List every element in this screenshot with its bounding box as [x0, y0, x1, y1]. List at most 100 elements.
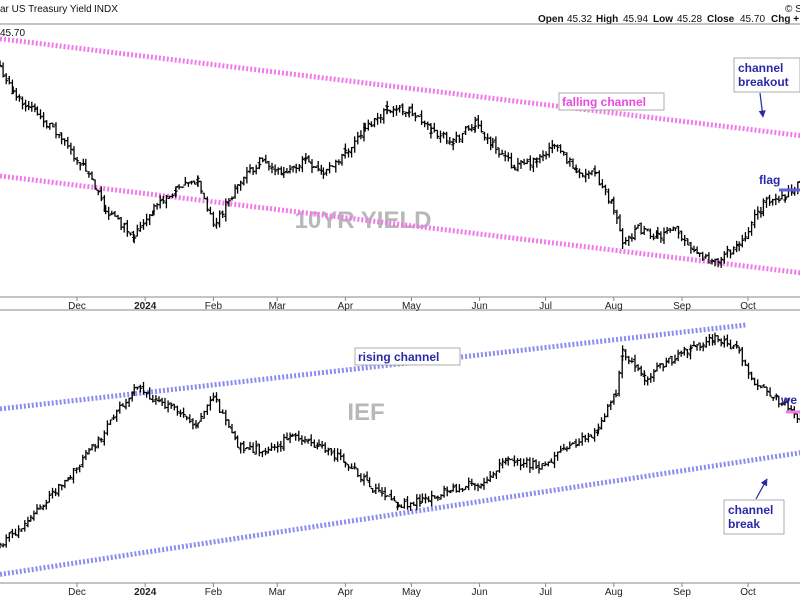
bot-ohlc-bar [414, 494, 419, 511]
bottom-ohlc-bars [0, 332, 800, 549]
top-trendline-0 [0, 36, 800, 139]
symbol-title: ar US Treasury Yield [0, 4, 92, 15]
bot-ohlc-bar [211, 392, 216, 402]
top-ohlc-bar [719, 256, 724, 268]
top-ohlc-bar [205, 196, 210, 212]
top-ohlc-bar [186, 182, 191, 187]
bot-ohlc-bar [491, 471, 496, 478]
bot-ohlc-bar [417, 494, 422, 507]
bot-ohlc-bar [506, 456, 511, 466]
falling-channel-label-box [558, 92, 665, 111]
top-ohlc-bar [564, 152, 569, 164]
top-ohlc-bar [358, 130, 363, 140]
bot-x-tick-label: Feb [205, 587, 223, 598]
top-ohlc-bar [128, 232, 133, 236]
bot-ohlc-bar [99, 437, 104, 443]
channel-break-label-line1: channel [728, 503, 773, 517]
top-ohlc-bar [90, 171, 94, 180]
bot-ohlc-bar [774, 393, 779, 401]
bot-ohlc-bar [13, 528, 18, 536]
top-ohlc-bar [366, 119, 371, 131]
open-value: 45.32 [567, 14, 592, 25]
top-ohlc-bar [419, 110, 424, 125]
top-ohlc-bar [233, 184, 238, 199]
top-ohlc-bar [17, 94, 22, 102]
bot-ohlc-bar [235, 435, 240, 448]
watermark-ief: IEF [347, 399, 384, 426]
top-ohlc-bar [586, 170, 591, 179]
high-value: 45.94 [623, 14, 648, 25]
top-ohlc-bar [336, 159, 341, 166]
bot-ohlc-bar [570, 442, 575, 445]
bot-x-tick-label: Jul [539, 587, 552, 598]
bot-ohlc-bar [691, 340, 696, 347]
top-ohlc-bar [589, 170, 594, 176]
top-ohlc-bar [372, 118, 377, 128]
bot-ohlc-bar [343, 461, 348, 468]
bot-ohlc-bar [476, 483, 480, 492]
top-ohlc-bar [109, 210, 114, 216]
bot-ohlc-bar [87, 448, 91, 455]
bot-ohlc-bar [395, 501, 400, 511]
bot-ohlc-bar [669, 355, 674, 366]
break-arrow [755, 478, 768, 500]
top-ohlc-bar [400, 103, 405, 116]
top-ohlc-bar [189, 180, 194, 185]
bot-ohlc-bar [765, 386, 769, 396]
top-ohlc-bar [490, 137, 495, 149]
top-ohlc-bar [692, 245, 696, 253]
bot-ohlc-bar [737, 346, 742, 354]
bot-ohlc-bar [293, 432, 298, 441]
bot-ohlc-bar [263, 447, 268, 456]
top-ohlc-bar [303, 153, 308, 162]
top-ohlc-bar [618, 214, 622, 232]
high-label: High [596, 14, 618, 25]
top-x-tick-label: May [402, 301, 421, 312]
top-ohlc-bar [388, 109, 393, 114]
top-ohlc-bar [300, 156, 305, 173]
top-ohlc-bar [722, 251, 727, 264]
top-ohlc-bar [454, 131, 459, 143]
top-ohlc-bar [758, 206, 763, 218]
bot-ohlc-bar [617, 370, 622, 397]
price-tag: 45.70 [0, 28, 25, 39]
bot-ohlc-bar [439, 494, 443, 500]
bot-ohlc-bar [341, 453, 346, 463]
top-x-tick-label: Sep [673, 301, 691, 312]
bot-ohlc-bar [749, 371, 754, 381]
bot-ohlc-bar [629, 357, 634, 364]
bot-ohlc-bar [96, 436, 101, 449]
bot-ohlc-bar [546, 461, 551, 467]
bot-ohlc-bar [396, 501, 401, 508]
top-ohlc-bar [238, 180, 243, 191]
bot-ohlc-bar [722, 335, 727, 348]
top-ohlc-bar [122, 222, 127, 233]
top-ohlc-bar [144, 213, 149, 227]
top-ohlc-bar [1, 62, 6, 78]
bot-ohlc-bar [639, 365, 644, 377]
bot-ohlc-bar [275, 441, 280, 453]
top-ohlc-bar [208, 206, 213, 215]
top-ohlc-bar [155, 202, 160, 210]
top-ohlc-bar [410, 103, 415, 117]
bot-ohlc-bar [620, 345, 625, 361]
bot-ohlc-bar [429, 490, 434, 507]
bot-ohlc-bar [346, 464, 351, 471]
top-x-tick-label: Dec [68, 301, 86, 312]
top-ohlc-bar [547, 142, 552, 158]
bot-ohlc-bar [482, 477, 486, 490]
bot-ohlc-bar [303, 436, 307, 444]
top-ohlc-bar [310, 159, 314, 173]
top-ohlc-bar [288, 164, 292, 174]
top-ohlc-bar [20, 96, 25, 110]
bot-x-tick-label: May [402, 587, 421, 598]
top-ohlc-bar [279, 166, 284, 176]
top-ohlc-bar [469, 124, 474, 132]
top-ohlc-bar [764, 196, 769, 208]
bot-ohlc-bar [512, 455, 517, 467]
bot-ohlc-bar [701, 342, 706, 352]
top-ohlc-bar [614, 209, 619, 224]
bot-ohlc-bar [254, 440, 259, 455]
bot-ohlc-bar [479, 483, 484, 489]
top-ohlc-bar [441, 131, 446, 139]
